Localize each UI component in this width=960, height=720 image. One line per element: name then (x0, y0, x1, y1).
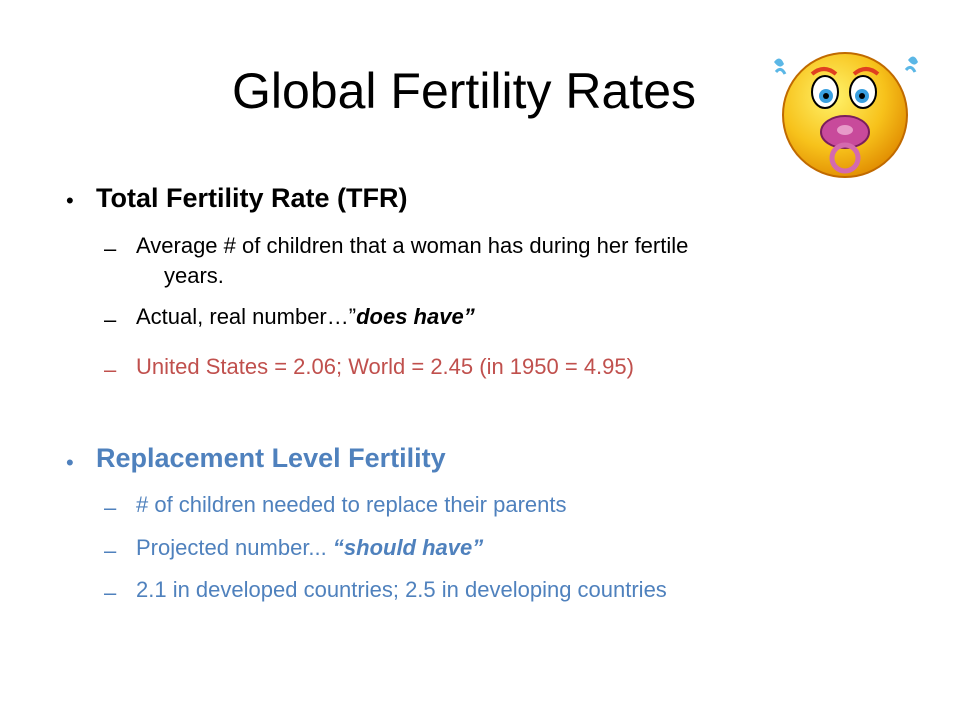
bullet-dot: • (66, 450, 74, 475)
section-heading-tfr: Total Fertility Rate (TFR) (96, 183, 408, 213)
tfr-actual: Actual, real number…”does have” (136, 302, 475, 332)
tfr-stats: United States = 2.06; World = 2.45 (in 1… (136, 354, 634, 379)
tfr-definition-cont: years. (164, 261, 224, 291)
replacement-projected-text: Projected number... (136, 535, 333, 560)
slide-title: Global Fertility Rates (232, 63, 697, 119)
replacement-stats: 2.1 in developed countries; 2.5 in devel… (136, 577, 667, 602)
replacement-projected: Projected number... “should have” (136, 533, 483, 563)
tfr-definition-line2: years. (164, 263, 224, 288)
sub-bullet-dash: – (104, 495, 117, 520)
tfr-definition: Average # of children that a woman has d… (136, 231, 688, 261)
replacement-projected-emph: “should have” (332, 535, 484, 560)
bullet-dot: • (66, 188, 74, 213)
sub-bullet-dash: – (104, 580, 117, 605)
tfr-definition-line1: Average # of children that a woman has d… (136, 233, 689, 258)
sub-bullet-dash: – (104, 307, 117, 332)
sub-bullet-dash: – (104, 357, 117, 382)
crying-baby-with-pacifier-icon (774, 52, 918, 178)
sub-bullet-dash: – (104, 538, 117, 563)
tfr-actual-emph: does have” (356, 304, 475, 329)
sub-bullet-dash: – (104, 236, 117, 261)
tfr-actual-text: Actual, real number…” (136, 304, 357, 329)
replacement-definition: # of children needed to replace their pa… (136, 492, 567, 517)
section-heading-replacement: Replacement Level Fertility (96, 443, 446, 473)
